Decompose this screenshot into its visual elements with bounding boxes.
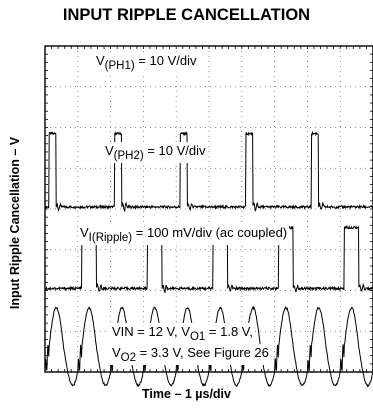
series-label-2: V(PH2) = 10 V/div (105, 143, 206, 162)
label-background (110, 344, 271, 365)
trace-v-ph1- (44, 130, 373, 213)
plot-frame (44, 45, 373, 373)
chart-title: INPUT RIPPLE CANCELLATION (62, 6, 311, 24)
label-background (103, 142, 208, 163)
trace-vi-ripple- (44, 305, 373, 388)
trace-labels: V(PH1) = 10 V/div V(PH2) = 10 V/div VI(Rip… (78, 52, 290, 365)
conditions-annotation-2: VO2 = 3.3 V, See Figure 26 (112, 345, 269, 364)
trace-v-ph2- (44, 224, 373, 294)
traces (44, 130, 373, 388)
series-label-1: V(PH1) = 10 V/div (96, 53, 197, 72)
label-background (110, 323, 255, 344)
label-background (94, 52, 199, 73)
series-label-3: VI(Ripple) = 100 mV/div (ac coupled) (80, 225, 287, 244)
label-background (78, 224, 290, 245)
conditions-annotation-1: VIN = 12 V, VO1 = 1.8 V, (112, 324, 253, 343)
x-axis-label: Time – 1 µs/div (142, 387, 231, 401)
